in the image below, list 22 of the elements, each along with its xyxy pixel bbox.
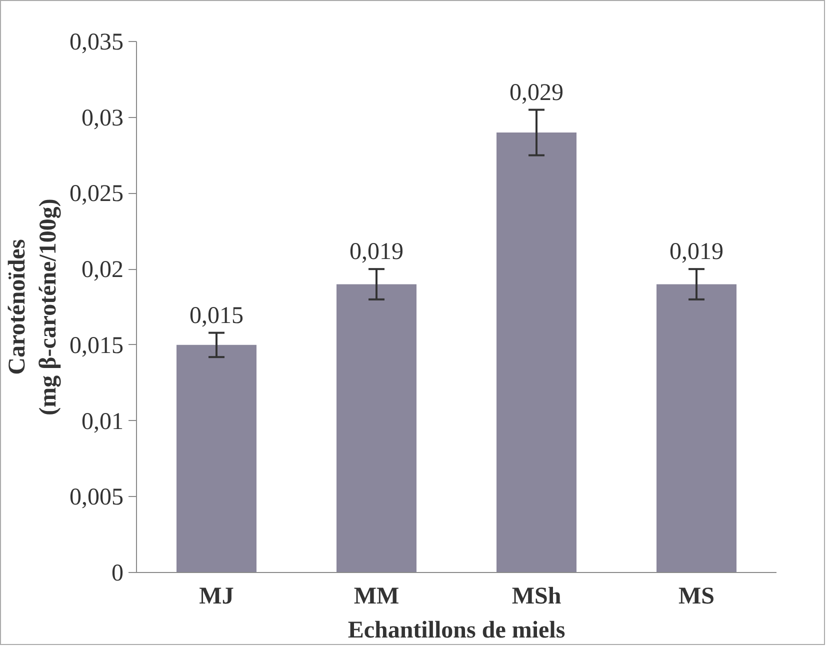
y-tick-label: 0,03 [82, 105, 124, 132]
x-tick-label: MM [354, 584, 400, 610]
x-axis-title: Echantillons de miels [348, 618, 566, 644]
bar [496, 132, 576, 572]
x-tick-label: MS [678, 584, 714, 610]
y-tick-label: 0,005 [70, 484, 124, 511]
x-tick-label: MSh [512, 584, 562, 610]
y-tick-label: 0,025 [70, 181, 124, 208]
data-label: 0,015 [190, 302, 244, 329]
data-label: 0,029 [510, 80, 564, 106]
y-tick-label: 0,02 [82, 257, 124, 284]
y-axis-title: Caroténoïdes (mg β-caroténe/100g) [4, 198, 62, 416]
y-tick-label: 0 [112, 560, 124, 586]
y-tick-label: 0,015 [70, 332, 124, 359]
data-label: 0,019 [670, 239, 724, 266]
y-tick-label: 0,01 [82, 408, 124, 435]
y-tick-label: 0,035 [70, 30, 124, 56]
x-tick-label: MJ [199, 584, 234, 610]
bar [176, 344, 256, 572]
bar [336, 284, 416, 572]
bar [656, 284, 736, 572]
data-label: 0,019 [350, 239, 404, 266]
